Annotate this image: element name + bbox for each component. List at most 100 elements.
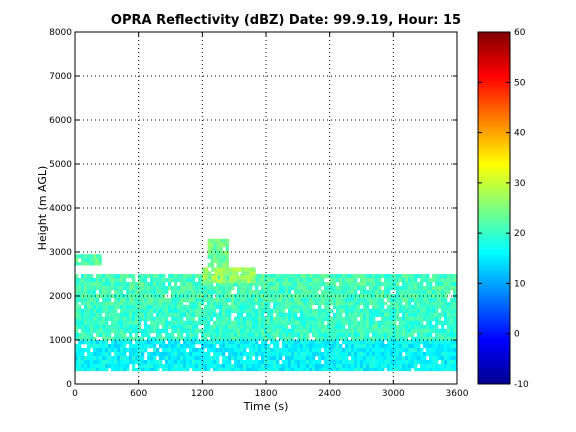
heatmap-cell xyxy=(93,308,97,314)
heatmap-cell xyxy=(303,328,307,334)
heatmap-cell xyxy=(285,364,289,369)
heatmap-cell xyxy=(141,308,145,314)
heatmap-cell xyxy=(426,320,430,326)
heatmap-cell xyxy=(219,302,223,306)
heatmap-cell xyxy=(249,294,253,299)
heatmap-cell xyxy=(381,304,385,310)
heatmap-cell xyxy=(285,290,289,295)
heatmap-cell xyxy=(309,328,313,334)
heatmap-cell xyxy=(111,336,115,341)
heatmap-cell xyxy=(144,340,148,345)
heatmap-cell xyxy=(288,298,292,303)
heatmap-cell xyxy=(435,332,439,338)
heatmap-cell xyxy=(399,294,403,299)
heatmap-cell xyxy=(153,340,157,345)
heatmap-cell xyxy=(216,340,220,345)
heatmap-cell xyxy=(174,320,178,326)
heatmap-cell xyxy=(453,278,457,283)
heatmap-cell xyxy=(351,368,355,372)
heatmap-cell xyxy=(354,328,358,334)
heatmap-cell xyxy=(330,352,334,357)
heatmap-cell xyxy=(303,336,307,341)
heatmap-cell xyxy=(303,274,307,279)
heatmap-cell xyxy=(252,316,256,322)
heatmap-cell xyxy=(231,340,235,345)
heatmap-cell xyxy=(180,332,184,338)
heatmap-cell xyxy=(420,304,424,310)
heatmap-cell xyxy=(399,332,403,338)
heatmap-cell xyxy=(108,278,112,283)
heatmap-cell xyxy=(126,316,130,322)
heatmap-cell xyxy=(444,312,448,318)
heatmap-cell xyxy=(399,290,403,295)
heatmap-cell xyxy=(249,286,253,291)
heatmap-cell xyxy=(219,246,223,252)
heatmap-cell xyxy=(261,360,265,365)
heatmap-cell xyxy=(348,332,352,338)
heatmap-cell xyxy=(108,316,112,322)
heatmap-cell xyxy=(318,312,322,318)
heatmap-cell xyxy=(372,348,376,353)
heatmap-cell xyxy=(231,336,235,341)
heatmap-cell xyxy=(315,294,319,299)
heatmap-cell xyxy=(354,340,358,345)
heatmap-cell xyxy=(204,324,208,330)
heatmap-cell xyxy=(237,294,241,299)
heatmap-cell xyxy=(141,304,145,310)
heatmap-cell xyxy=(228,266,230,268)
heatmap-cell xyxy=(207,238,211,244)
heatmap-cell xyxy=(244,275,248,280)
heatmap-cell xyxy=(102,328,106,334)
heatmap-cell xyxy=(105,304,109,310)
heatmap-cell xyxy=(447,348,451,353)
heatmap-cell xyxy=(441,308,445,314)
heatmap-cell xyxy=(159,304,163,310)
heatmap-cell xyxy=(207,352,211,357)
heatmap-cell xyxy=(450,304,454,310)
heatmap-cell xyxy=(177,290,181,295)
heatmap-cell xyxy=(267,336,271,341)
heatmap-cell xyxy=(372,302,376,306)
heatmap-cell xyxy=(309,302,313,306)
heatmap-cell xyxy=(408,364,412,369)
heatmap-cell xyxy=(342,302,346,306)
heatmap-cell xyxy=(219,324,223,330)
heatmap-cell xyxy=(339,336,343,341)
heatmap-cell xyxy=(183,298,187,303)
heatmap-cell xyxy=(303,286,307,291)
heatmap-cell xyxy=(333,364,337,369)
heatmap-cell xyxy=(402,360,406,365)
heatmap-cell xyxy=(114,348,118,353)
heatmap-cell xyxy=(228,304,232,310)
heatmap-cell xyxy=(165,348,169,353)
heatmap-cell xyxy=(369,356,373,361)
heatmap-cell xyxy=(453,324,457,330)
heatmap-cell xyxy=(189,328,193,334)
heatmap-cell xyxy=(174,348,178,353)
heatmap-cell xyxy=(360,282,364,287)
heatmap-cell xyxy=(399,320,403,326)
heatmap-cell xyxy=(213,360,217,365)
heatmap-cell xyxy=(81,258,85,263)
heatmap-cell xyxy=(198,308,202,314)
heatmap-cell xyxy=(309,324,313,330)
heatmap-cell xyxy=(258,324,262,330)
heatmap-cell xyxy=(441,356,445,361)
heatmap-cell xyxy=(279,294,283,299)
heatmap-cell xyxy=(261,364,265,369)
heatmap-cell xyxy=(342,324,346,330)
heatmap-cell xyxy=(405,278,409,283)
heatmap-cell xyxy=(204,336,208,341)
heatmap-cell xyxy=(204,352,208,357)
heatmap-cell xyxy=(444,302,448,306)
heatmap-cell xyxy=(226,267,230,272)
heatmap-cell xyxy=(231,352,235,357)
heatmap-cell xyxy=(357,332,361,338)
heatmap-cell xyxy=(417,316,421,322)
heatmap-cell xyxy=(75,356,79,361)
heatmap-cell xyxy=(324,286,328,291)
heatmap-cell xyxy=(453,304,457,310)
heatmap-cell xyxy=(162,356,166,361)
heatmap-cell xyxy=(375,274,379,279)
heatmap-cell xyxy=(126,274,130,279)
